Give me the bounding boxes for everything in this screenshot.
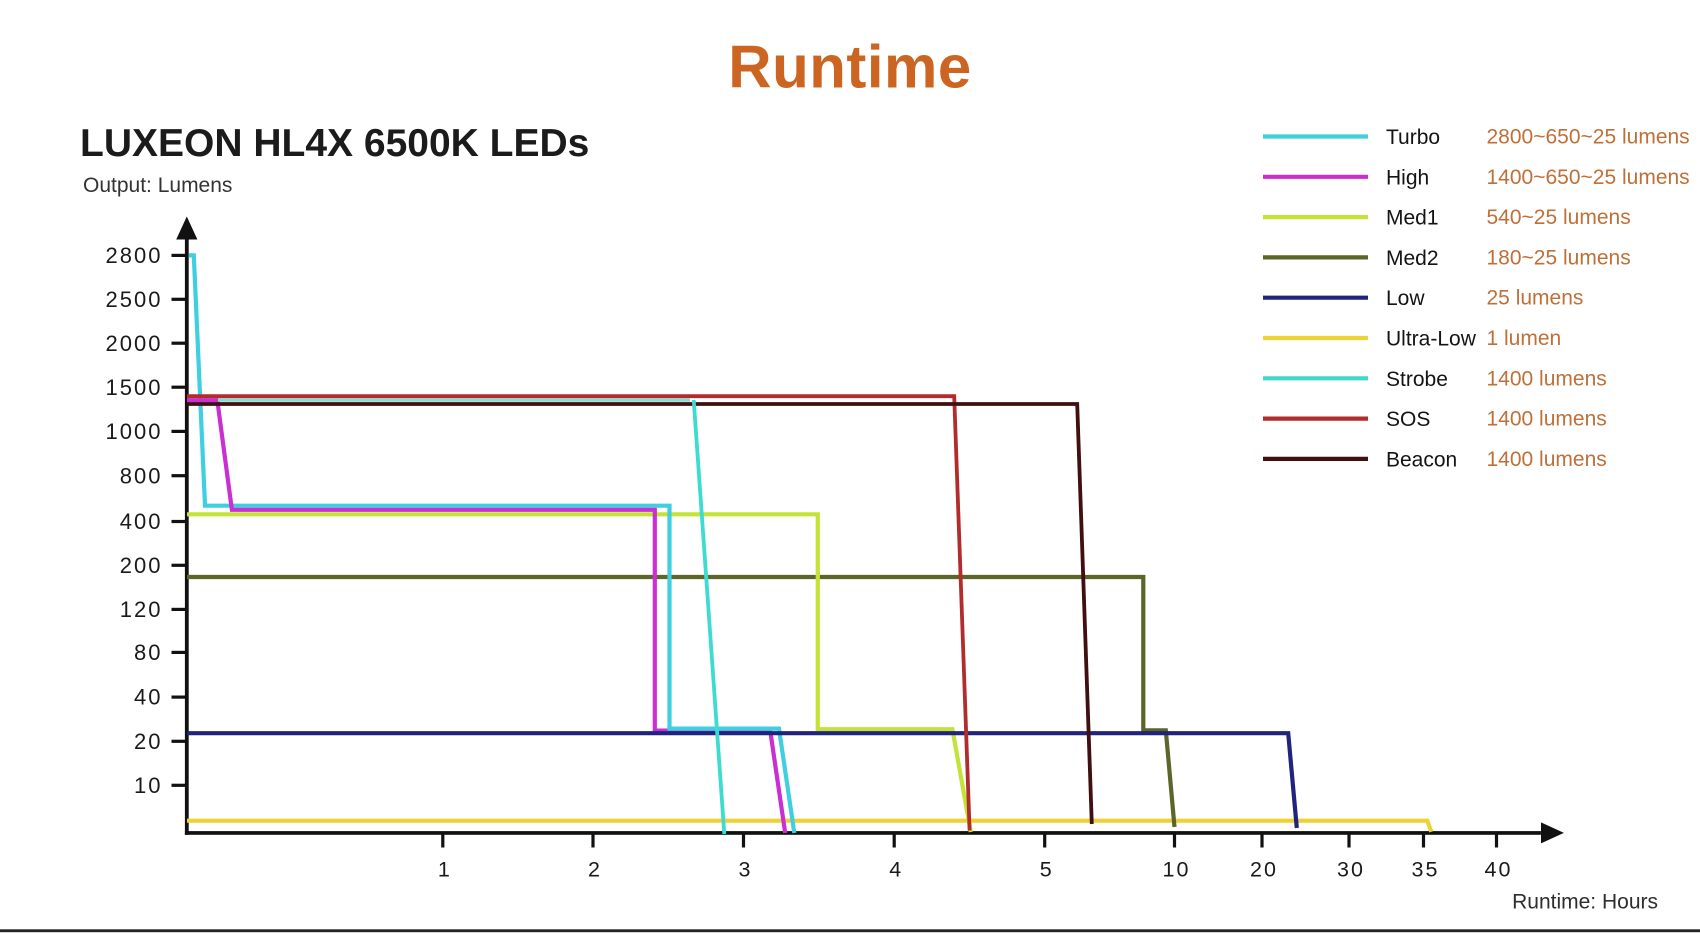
svg-text:800: 800: [120, 463, 163, 488]
svg-text:Ultra-Low: Ultra-Low: [1386, 328, 1477, 351]
svg-text:20: 20: [1250, 858, 1278, 882]
svg-text:Output: Lumens: Output: Lumens: [83, 174, 232, 197]
svg-text:80: 80: [134, 640, 162, 665]
svg-text:180~25 lumens: 180~25 lumens: [1487, 246, 1631, 269]
svg-text:1400 lumens: 1400 lumens: [1487, 448, 1607, 471]
svg-text:Runtime: Runtime: [728, 34, 972, 101]
svg-text:40: 40: [134, 685, 162, 710]
svg-text:400: 400: [120, 509, 163, 534]
svg-text:1400 lumens: 1400 lumens: [1487, 367, 1607, 390]
svg-text:5: 5: [1040, 858, 1054, 882]
svg-text:SOS: SOS: [1386, 408, 1430, 431]
svg-text:540~25 lumens: 540~25 lumens: [1487, 206, 1631, 229]
svg-text:2000: 2000: [106, 331, 163, 356]
svg-text:1: 1: [438, 858, 452, 882]
svg-text:2800: 2800: [106, 243, 163, 268]
svg-text:10: 10: [134, 773, 162, 798]
svg-text:30: 30: [1337, 858, 1365, 882]
svg-text:Low: Low: [1386, 287, 1425, 310]
svg-text:25 lumens: 25 lumens: [1487, 287, 1584, 310]
svg-text:1 lumen: 1 lumen: [1487, 327, 1562, 350]
svg-text:Med1: Med1: [1386, 207, 1439, 230]
svg-text:High: High: [1386, 166, 1429, 189]
svg-text:LUXEON HL4X 6500K LEDs: LUXEON HL4X 6500K LEDs: [80, 122, 589, 165]
svg-text:Turbo: Turbo: [1386, 126, 1440, 149]
svg-text:2: 2: [588, 858, 602, 882]
svg-text:2800~650~25 lumens: 2800~650~25 lumens: [1487, 126, 1690, 149]
svg-text:Runtime: Hours: Runtime: Hours: [1512, 891, 1658, 914]
svg-text:1500: 1500: [106, 375, 163, 400]
svg-text:200: 200: [120, 553, 163, 578]
svg-text:1400~650~25 lumens: 1400~650~25 lumens: [1487, 166, 1690, 189]
svg-text:Strobe: Strobe: [1386, 368, 1448, 391]
svg-text:1000: 1000: [106, 419, 163, 444]
svg-text:Beacon: Beacon: [1386, 448, 1457, 471]
svg-text:1400 lumens: 1400 lumens: [1487, 408, 1607, 431]
svg-text:40: 40: [1485, 858, 1513, 882]
svg-text:35: 35: [1412, 858, 1440, 882]
svg-text:2500: 2500: [106, 287, 163, 312]
svg-text:10: 10: [1163, 858, 1191, 882]
svg-text:4: 4: [889, 858, 903, 882]
svg-text:20: 20: [134, 729, 162, 754]
svg-text:120: 120: [120, 597, 163, 622]
svg-text:Med2: Med2: [1386, 247, 1439, 270]
svg-text:3: 3: [739, 858, 753, 882]
